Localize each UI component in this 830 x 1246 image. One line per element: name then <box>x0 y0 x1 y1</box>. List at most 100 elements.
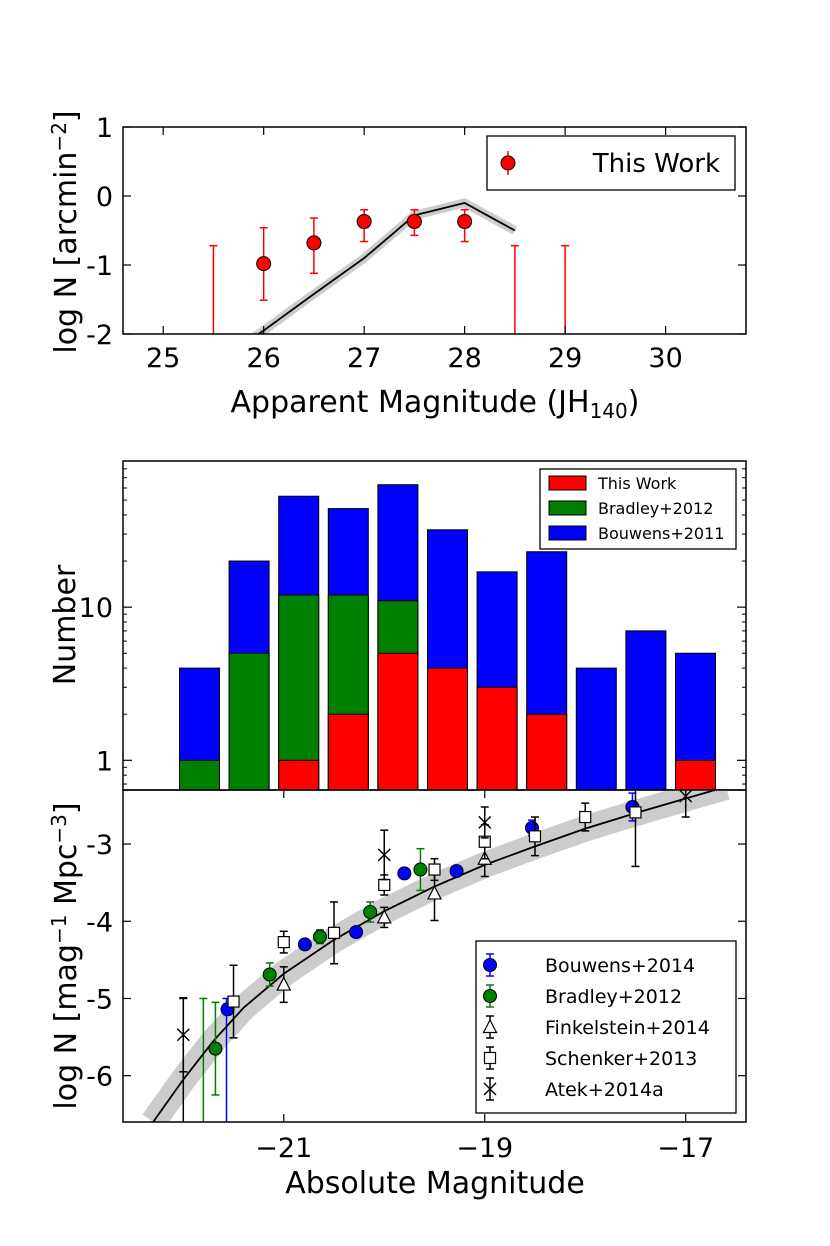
bottom-panel: −21 −19 −17 -3 -4 -5 -6 Bouwens+2014 Bradley+2… <box>47 789 747 1201</box>
histogram-y-tick-label: 10 <box>79 593 113 624</box>
bottom-x-tick-label: −21 <box>255 1133 312 1164</box>
top-x-axis-label: Apparent Magnitude (JH140) <box>231 385 640 423</box>
bar-bouwens-2011 <box>575 667 617 791</box>
this-work-point <box>406 214 422 230</box>
bar-bradley-2012 <box>179 759 220 791</box>
bottom-x-tick-label: −19 <box>456 1133 513 1164</box>
bradley-2012-point <box>262 967 277 982</box>
legend-marker-bradley-2012 <box>483 989 497 1003</box>
top-panel: 25 26 27 28 29 30 1 0 -1 -2 This Work Apparent Ma… <box>47 110 747 423</box>
bottom-y-tick-label: -5 <box>86 984 113 1015</box>
top-clipped-content <box>209 198 570 334</box>
bottom-y-tick-label: -6 <box>86 1062 113 1093</box>
histogram-plot-area <box>179 484 716 791</box>
legend-swatch-this-work <box>548 475 587 491</box>
schenker-2013-point <box>327 926 341 939</box>
bottom-y-axis-label: log N [mag−1 Mpc−3] <box>47 802 84 1109</box>
finkelstein-2014-point <box>427 885 442 900</box>
histogram-ticks: 1 10 <box>79 468 746 785</box>
legend-label-bradley-2012: Bradley+2012 <box>598 499 713 518</box>
schenker-2013-point <box>528 830 542 843</box>
top-y-tick-label: -1 <box>86 251 113 282</box>
luminosity-legend-box <box>475 940 737 1114</box>
schenker-2013-point <box>428 863 441 876</box>
this-work-point <box>457 214 473 230</box>
bar-bradley-2012 <box>278 594 320 791</box>
schenker-2013-point <box>629 806 642 819</box>
bottom-x-axis-label: Absolute Magnitude <box>285 1166 585 1201</box>
luminosity-plot-area <box>142 790 730 1122</box>
top-legend-box <box>486 135 736 191</box>
legend-label-bradley-2012-lf: Bradley+2012 <box>545 986 682 1008</box>
atek-2014a-point <box>176 1028 190 1042</box>
legend-label-schenker-2013: Schenker+2013 <box>545 1048 697 1070</box>
bottom-y-tick-label: -3 <box>86 830 113 861</box>
legend-marker-bouwens-2014 <box>483 958 497 972</box>
bar-this-work <box>327 713 369 791</box>
bar-this-work <box>526 713 568 791</box>
bar-this-work <box>377 652 419 791</box>
bradley-2012-point <box>413 862 428 877</box>
atek-2014a-point <box>478 815 492 829</box>
finkelstein-2014-point <box>376 909 392 924</box>
top-x-tick-label: 25 <box>146 343 180 374</box>
luminosity-axes-frame <box>122 789 747 1123</box>
histogram-y-tick-label: 1 <box>96 746 113 777</box>
top-x-tick-label: 30 <box>648 343 682 374</box>
top-x-tick-label: 26 <box>246 343 280 374</box>
middle-panel: 110 This Work Bradley+2012 Bouwens+2011 … <box>48 460 747 791</box>
model-line-band <box>250 198 518 334</box>
bar-this-work <box>476 686 518 791</box>
luminosity-legend-markers <box>482 953 498 1101</box>
top-axes-frame <box>122 126 747 335</box>
legend-label-finkelstein-2014: Finkelstein+2014 <box>545 1017 710 1039</box>
top-legend-marker <box>500 155 516 171</box>
top-legend-label: This Work <box>592 149 720 179</box>
bottom-x-tick-label: −17 <box>657 1133 714 1164</box>
top-legend: This Work <box>486 135 736 191</box>
schenker-2013-point <box>378 878 391 892</box>
legend-label-atek-2014a: Atek+2014a <box>545 1079 664 1101</box>
this-work-point <box>356 214 372 230</box>
legend-swatch-bradley-2012 <box>548 500 587 516</box>
bar-this-work <box>675 759 716 791</box>
bar-bradley-2012 <box>228 652 270 791</box>
bradley-2012-point <box>208 1041 223 1056</box>
model-line <box>257 201 516 334</box>
legend-swatch-bouwens-2011 <box>548 525 587 541</box>
bar-this-work <box>427 667 468 791</box>
legend-label-this-work: This Work <box>597 474 677 493</box>
luminosity-ticks: −21 −19 −17 -3 -4 -5 -6 <box>86 790 746 1164</box>
bottom-y-tick-label: -4 <box>86 907 113 938</box>
legend-label-bouwens-2011: Bouwens+2011 <box>598 524 724 543</box>
histogram-y-axis-label: Number <box>48 564 83 685</box>
this-work-point <box>306 235 322 251</box>
bouwens-2014-point <box>349 925 364 940</box>
schenker-2013-point <box>277 936 290 949</box>
legend-label-bouwens-2014: Bouwens+2014 <box>545 955 695 977</box>
bradley-2012-point <box>312 929 327 944</box>
bar-this-work <box>278 759 320 791</box>
schenker-2013-point <box>227 995 240 1008</box>
bradley-2012-point <box>363 904 378 919</box>
histogram-legend: This Work Bradley+2012 Bouwens+2011 <box>539 468 737 550</box>
luminosity-legend: Bouwens+2014 Bradley+2012 Finkelstein+20… <box>475 940 737 1114</box>
schechter-fit-line <box>152 790 719 1122</box>
top-y-axis-label: log N [arcmin−2] <box>47 110 84 353</box>
bouwens-2014-point <box>449 864 464 879</box>
top-y-tick-label: -2 <box>86 320 113 351</box>
legend-marker-finkelstein-2014 <box>482 1018 498 1034</box>
legend-marker-atek-2014a <box>483 1082 497 1096</box>
bouwens-2014-point <box>397 866 412 881</box>
atek-2014a-point <box>377 848 391 862</box>
top-y-tick-label: 0 <box>96 182 113 213</box>
legend-marker-schenker-2013 <box>483 1051 497 1065</box>
top-x-tick-label: 29 <box>548 343 582 374</box>
top-plot-area <box>209 198 570 334</box>
finkelstein-2014-point <box>276 976 292 991</box>
luminosity-clipped-content <box>142 790 730 1122</box>
top-y-tick-label: 1 <box>96 113 113 144</box>
schenker-2013-point <box>579 810 592 824</box>
top-ticks: 25 26 27 28 29 30 1 0 -1 -2 <box>86 113 746 374</box>
